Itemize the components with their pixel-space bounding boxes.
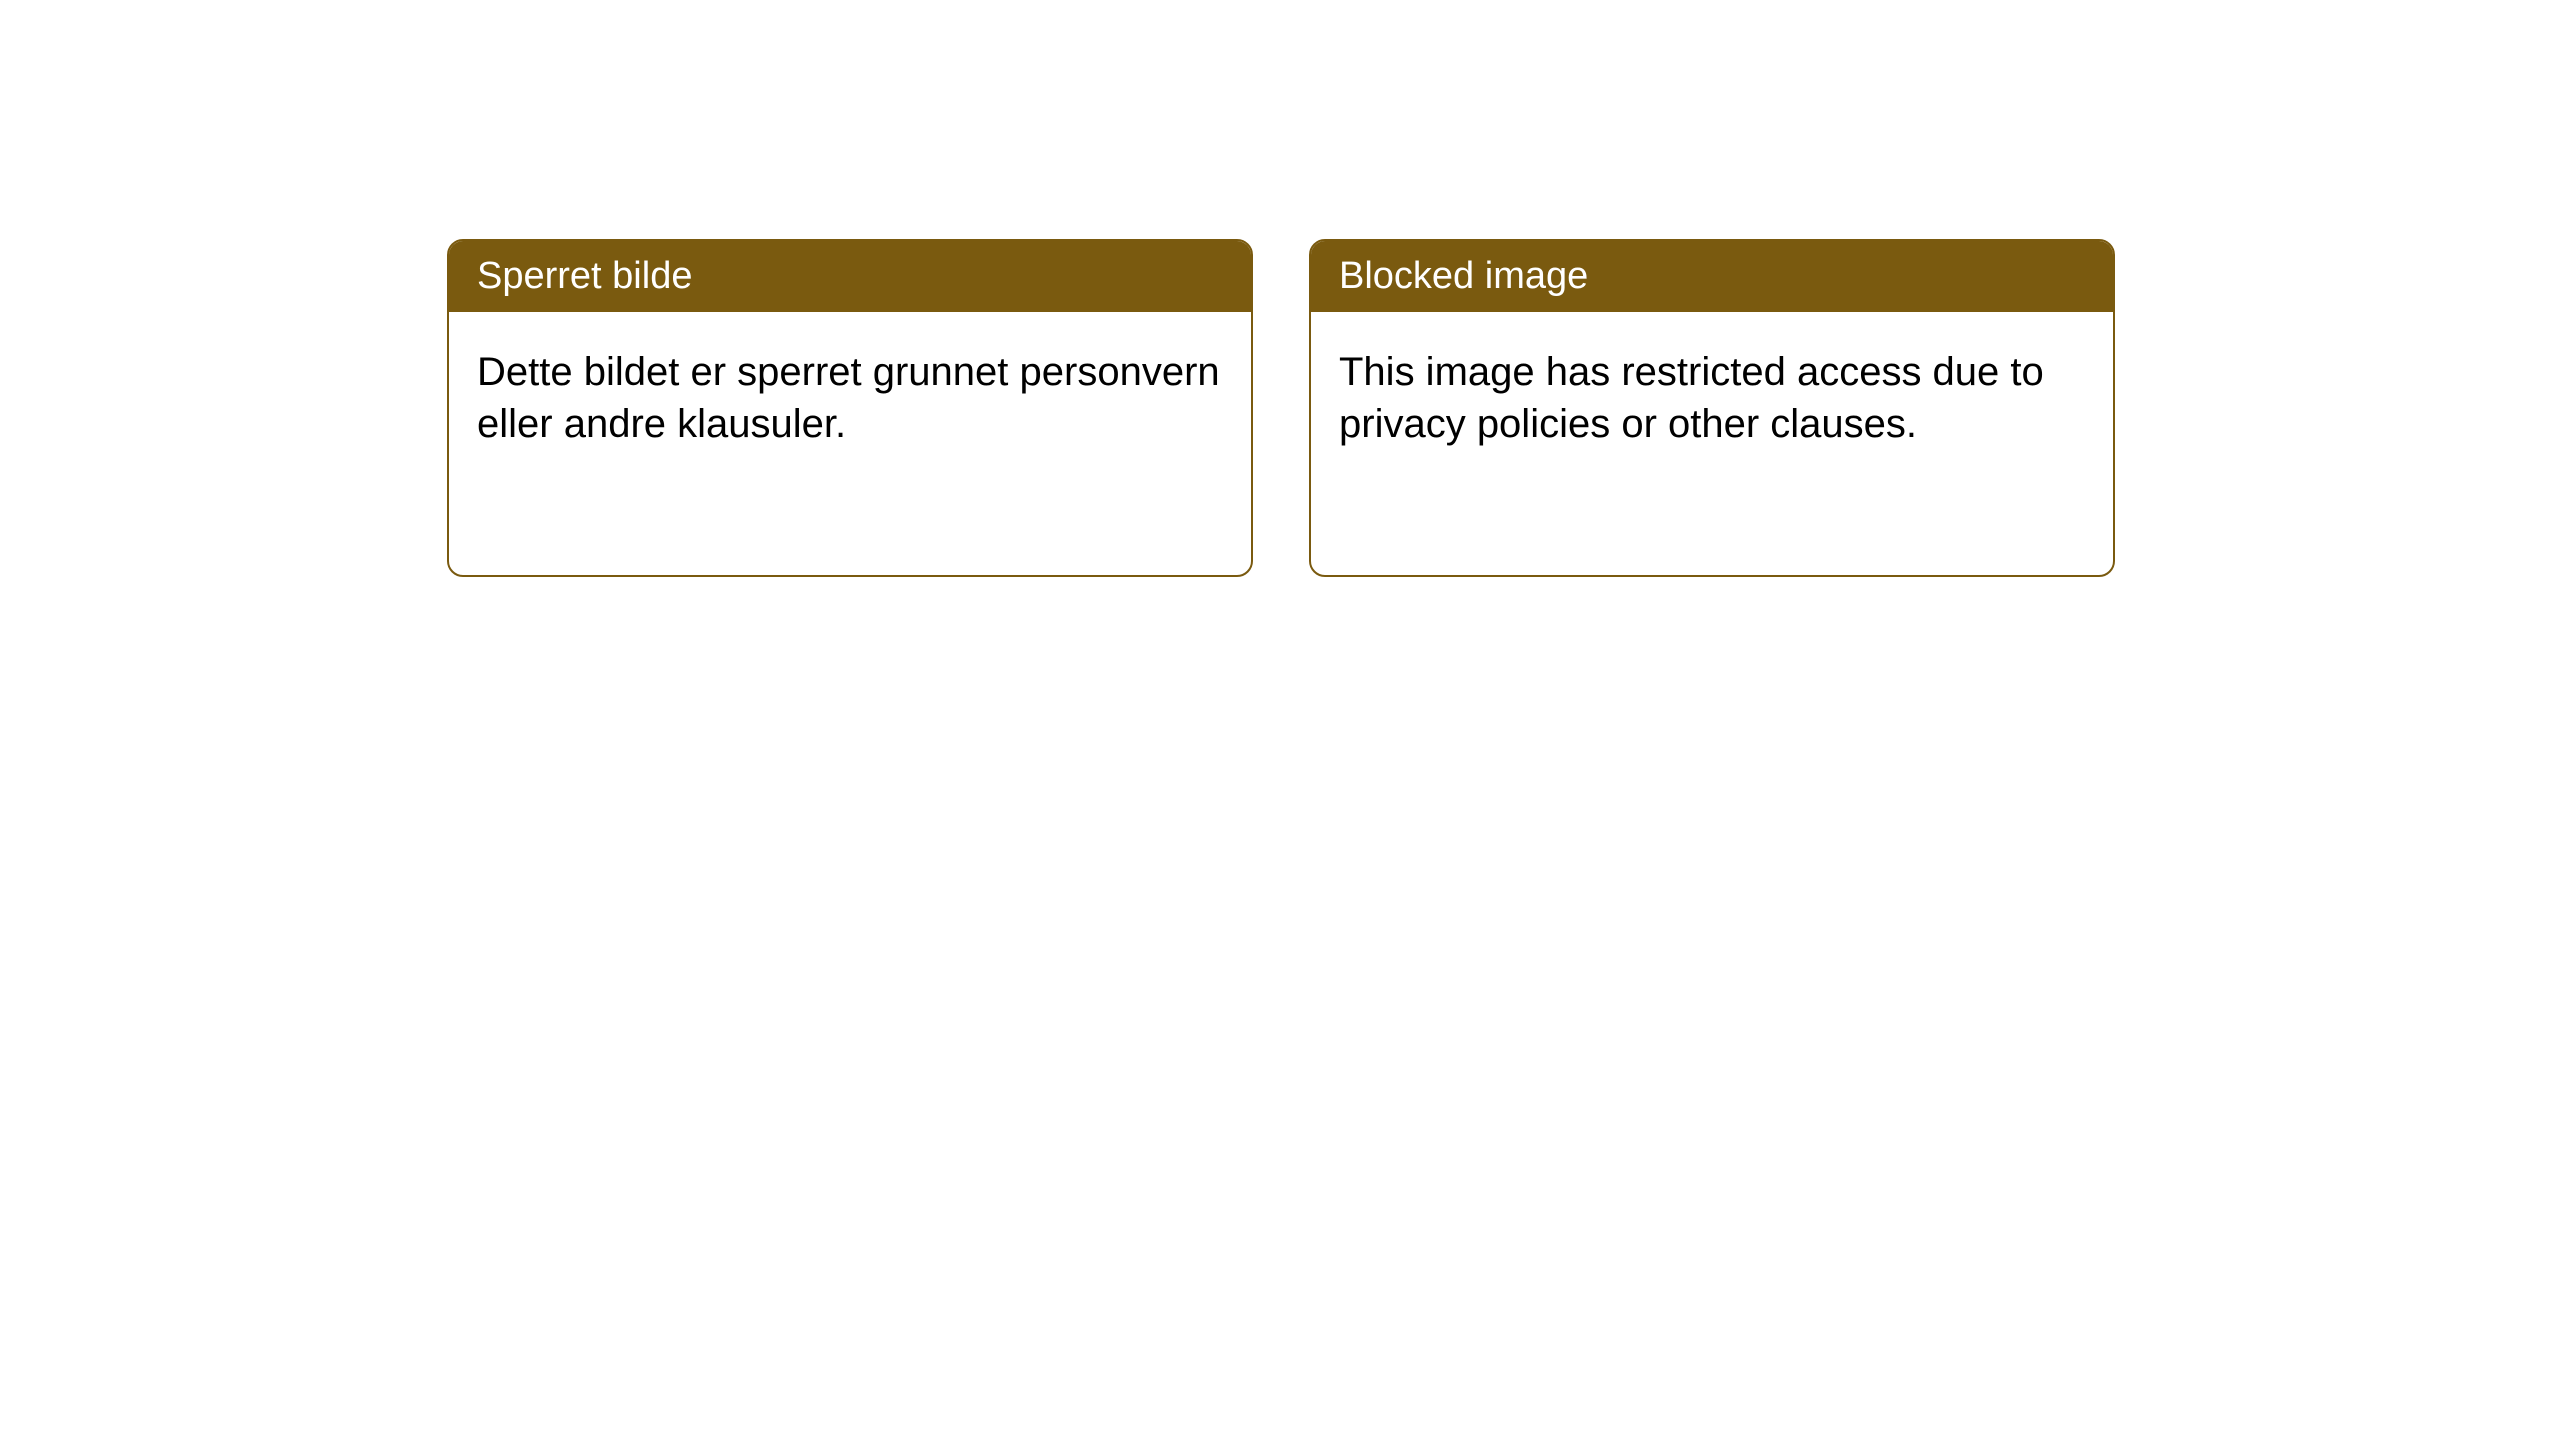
card-english: Blocked image This image has restricted … — [1309, 239, 2115, 577]
card-title-english: Blocked image — [1339, 255, 1588, 297]
card-body-english: This image has restricted access due to … — [1311, 312, 2113, 484]
card-text-english: This image has restricted access due to … — [1339, 350, 2044, 446]
restricted-image-cards: Sperret bilde Dette bildet er sperret gr… — [447, 239, 2115, 577]
card-norwegian: Sperret bilde Dette bildet er sperret gr… — [447, 239, 1253, 577]
card-title-norwegian: Sperret bilde — [477, 255, 692, 297]
card-text-norwegian: Dette bildet er sperret grunnet personve… — [477, 350, 1220, 446]
card-header-english: Blocked image — [1311, 241, 2113, 312]
card-header-norwegian: Sperret bilde — [449, 241, 1251, 312]
card-body-norwegian: Dette bildet er sperret grunnet personve… — [449, 312, 1251, 484]
